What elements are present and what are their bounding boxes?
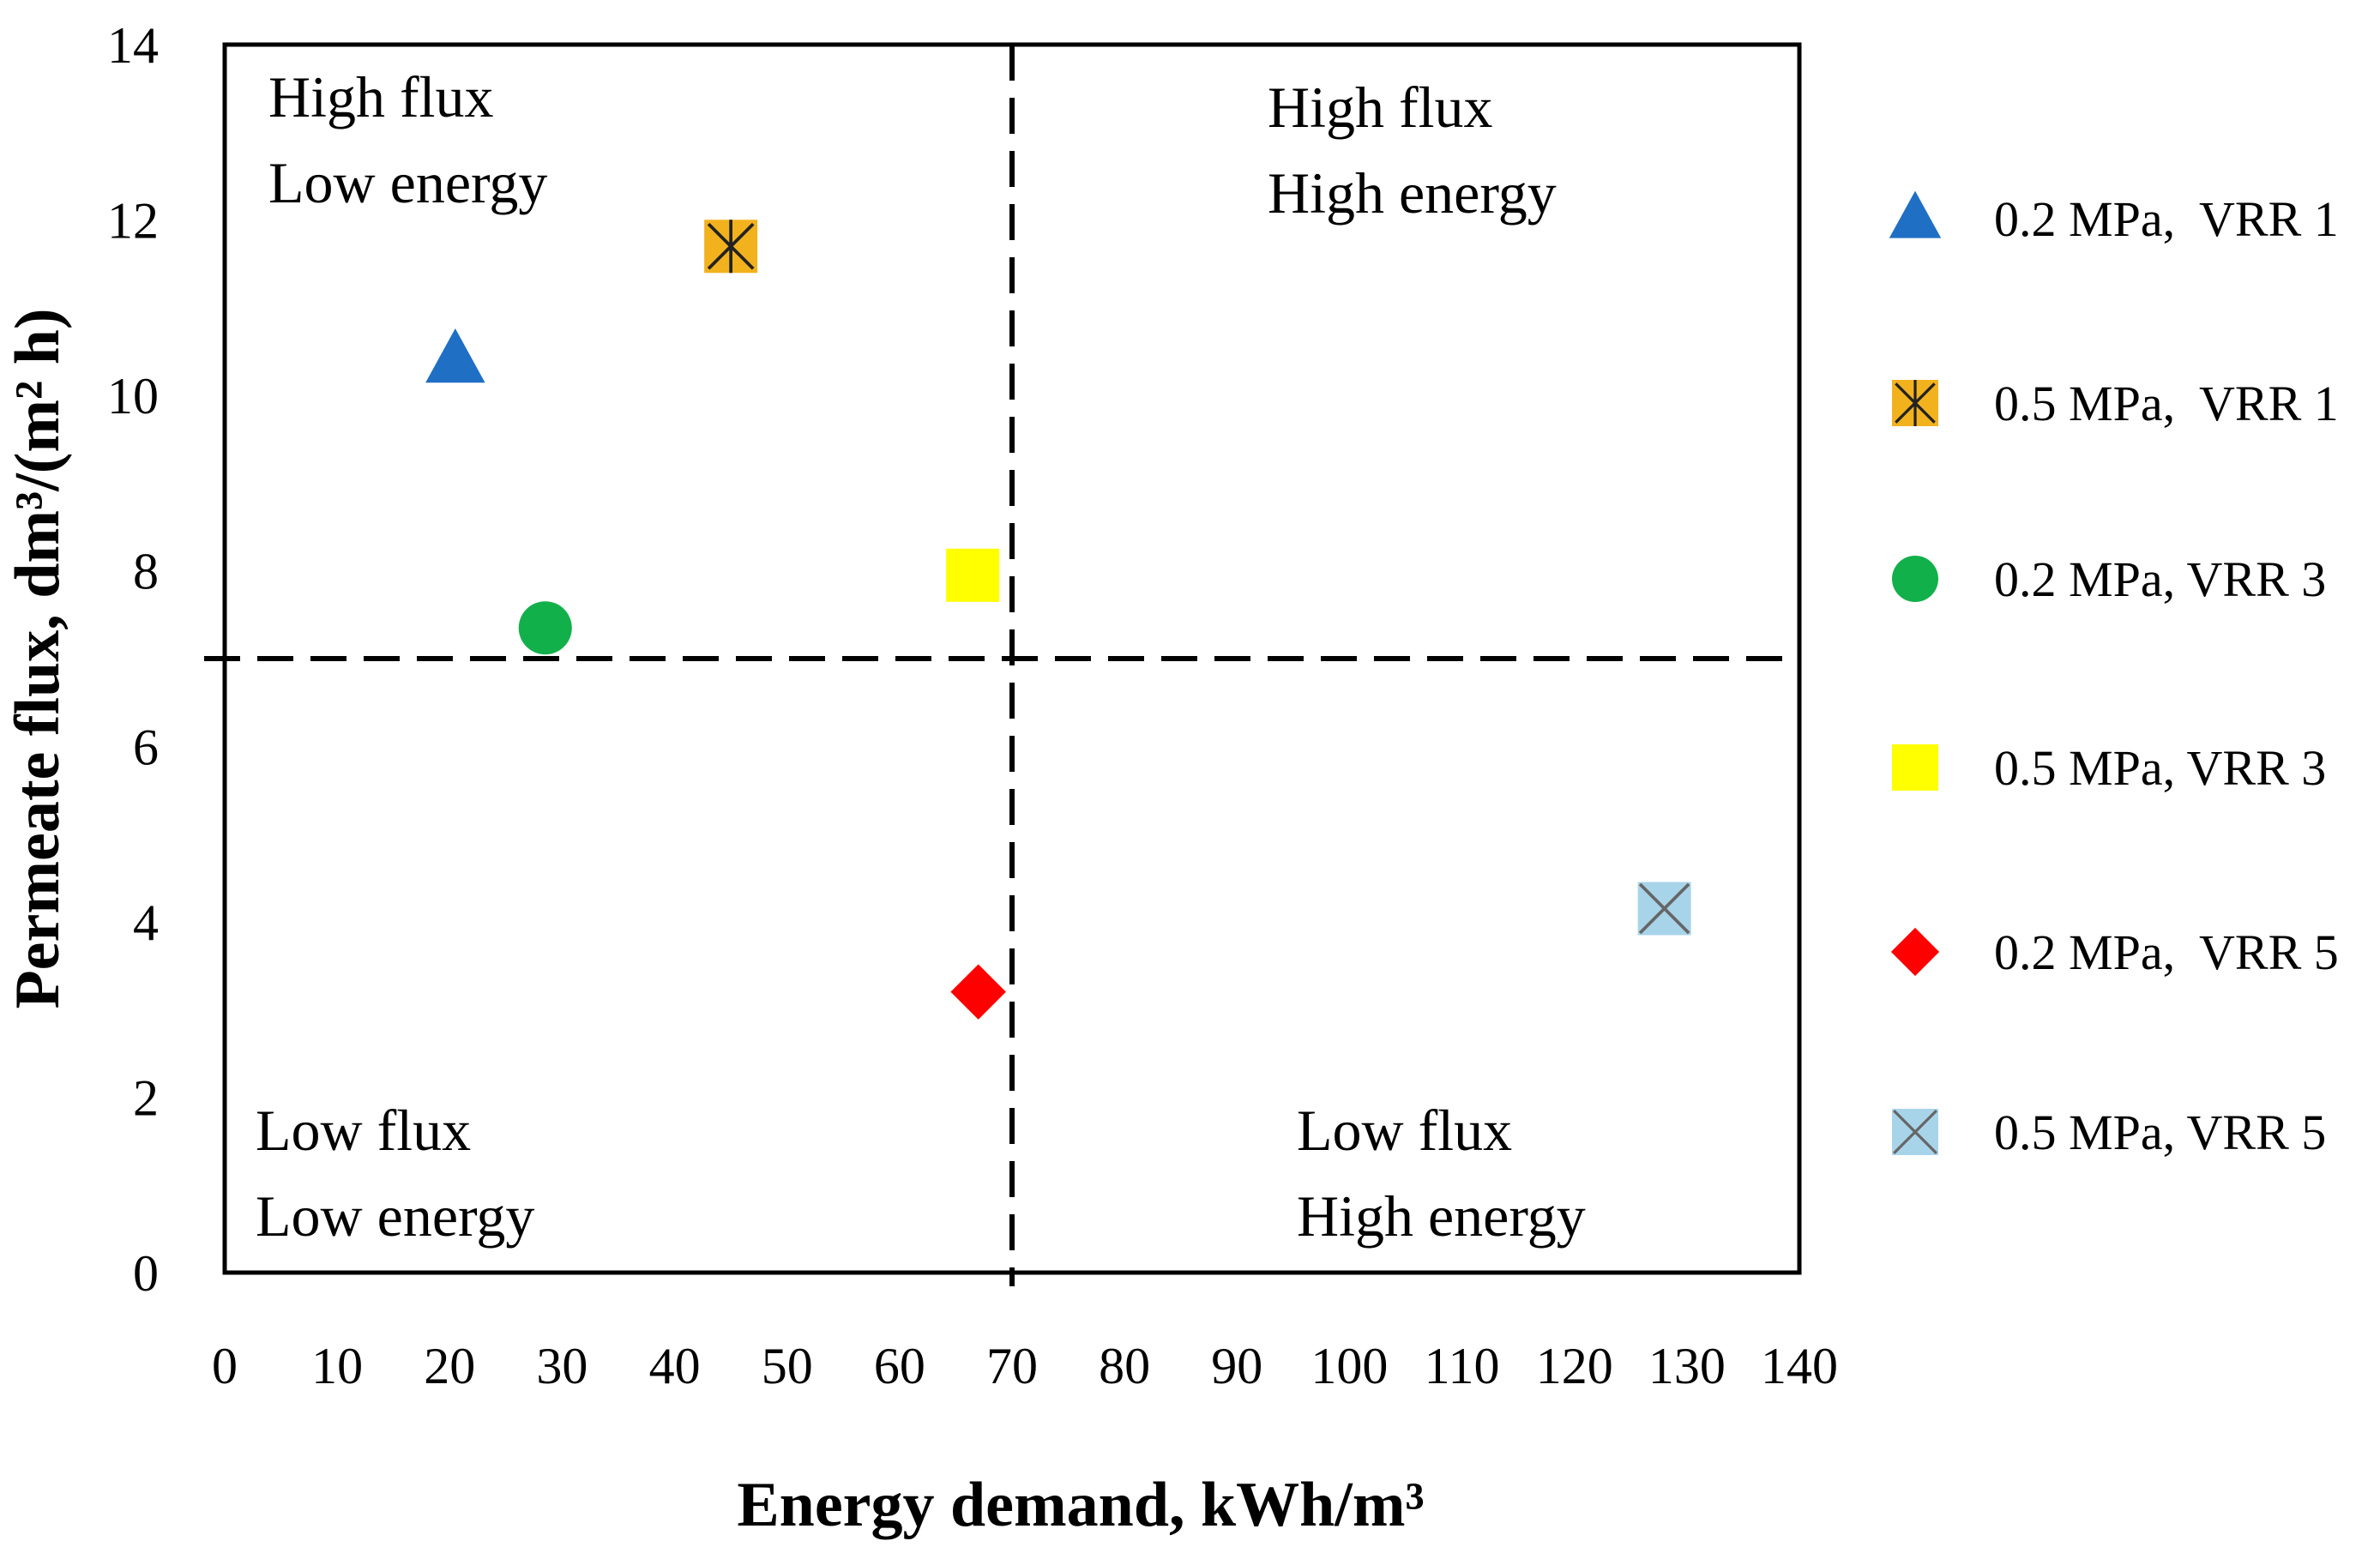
quadrant-br-line2: High energy xyxy=(1297,1183,1586,1249)
data-point-diamond xyxy=(950,964,1006,1020)
y-tick-label: 14 xyxy=(107,17,159,74)
y-tick-label: 6 xyxy=(133,719,159,775)
x-tick-label: 40 xyxy=(649,1338,701,1394)
legend-marker-asterisk-square xyxy=(1892,380,1938,426)
quadrant-tl-line2: Low energy xyxy=(268,150,547,215)
y-axis-title: Permeate flux, dm³/(m² h) xyxy=(3,308,73,1008)
legend-label: 0.5 MPa, VRR 1 xyxy=(1994,376,2339,431)
quadrant-tl-line1: High flux xyxy=(268,64,494,129)
data-point-triangle xyxy=(425,328,485,383)
legend-label: 0.2 MPa, VRR 5 xyxy=(1994,924,2339,980)
legend-item: 0.2 MPa, VRR 5 xyxy=(1890,924,2339,980)
data-point-x-square xyxy=(1637,882,1691,936)
x-tick-label: 70 xyxy=(986,1338,1038,1394)
legend-label: 0.5 MPa, VRR 5 xyxy=(1994,1105,2326,1160)
x-tick-label: 0 xyxy=(212,1338,238,1394)
y-tick-label: 4 xyxy=(133,894,159,951)
legend-marker-square xyxy=(1892,744,1938,791)
x-tick-labels: 0 10 20 30 40 50 60 70 80 90 100 110 120 130 140 xyxy=(212,1338,1838,1394)
data-points xyxy=(425,220,1691,1020)
x-tick-label: 10 xyxy=(311,1338,363,1394)
data-point-asterisk-square xyxy=(704,220,758,274)
x-tick-label: 50 xyxy=(762,1338,813,1394)
legend-item: 0.2 MPa, VRR 1 xyxy=(1889,190,2339,247)
legend-label: 0.5 MPa, VRR 3 xyxy=(1994,740,2326,796)
legend-item: 0.2 MPa, VRR 3 xyxy=(1892,551,2326,607)
legend-marker-triangle xyxy=(1889,190,1942,238)
quadrant-tr-line2: High energy xyxy=(1268,160,1557,226)
legend-marker-diamond xyxy=(1890,927,1940,977)
y-tick-label: 12 xyxy=(107,193,159,250)
x-tick-label: 120 xyxy=(1536,1338,1613,1394)
x-axis-title: Energy demand, kWh/m³ xyxy=(737,1470,1424,1540)
x-tick-label: 90 xyxy=(1211,1338,1262,1394)
y-tick-labels: 0 2 4 6 8 10 12 14 xyxy=(107,17,159,1302)
data-point-circle xyxy=(518,601,572,655)
data-point-square xyxy=(946,548,1000,602)
x-tick-label: 110 xyxy=(1425,1338,1500,1394)
legend-marker-circle xyxy=(1892,556,1938,602)
legend-label: 0.2 MPa, VRR 1 xyxy=(1994,191,2339,247)
legend-item: 0.5 MPa, VRR 3 xyxy=(1892,740,2326,796)
y-tick-label: 10 xyxy=(107,368,159,424)
legend-label: 0.2 MPa, VRR 3 xyxy=(1994,551,2326,607)
quadrant-br-line1: Low flux xyxy=(1297,1098,1512,1163)
x-tick-label: 130 xyxy=(1648,1338,1726,1394)
y-tick-label: 8 xyxy=(133,544,159,600)
x-tick-label: 30 xyxy=(536,1338,587,1394)
quadrant-bl-line2: Low energy xyxy=(256,1183,534,1249)
x-tick-label: 100 xyxy=(1311,1338,1388,1394)
quadrant-tr-line1: High flux xyxy=(1268,75,1493,140)
x-tick-label: 20 xyxy=(424,1338,475,1394)
legend-marker-x-square xyxy=(1892,1109,1938,1155)
legend-item: 0.5 MPa, VRR 5 xyxy=(1892,1105,2326,1160)
x-tick-label: 140 xyxy=(1761,1338,1838,1394)
y-tick-label: 0 xyxy=(133,1245,159,1302)
quadrant-bl-line1: Low flux xyxy=(256,1098,471,1163)
x-tick-label: 60 xyxy=(874,1338,925,1394)
x-tick-label: 80 xyxy=(1099,1338,1150,1394)
y-tick-label: 2 xyxy=(133,1069,159,1126)
legend-item: 0.5 MPa, VRR 1 xyxy=(1892,376,2339,431)
legend: 0.2 MPa, VRR 1 0.5 MPa, VRR 1 0.2 MPa, VRR… xyxy=(1889,190,2339,1160)
